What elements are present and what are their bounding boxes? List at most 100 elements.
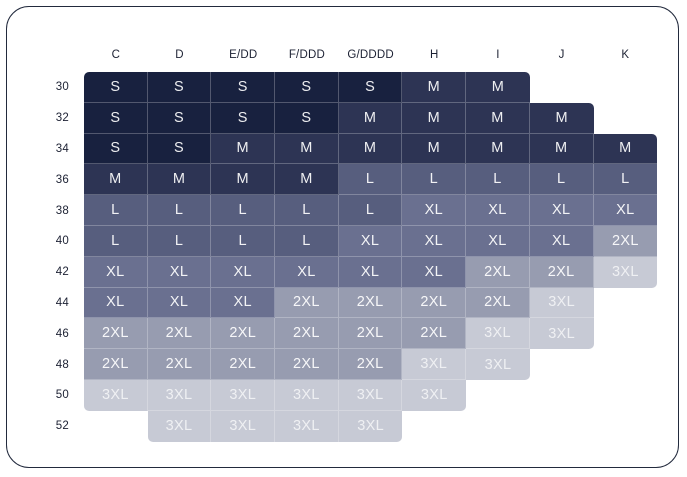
size-cell: L <box>466 164 530 196</box>
size-cell: XL <box>84 287 148 319</box>
size-cell: L <box>211 195 276 226</box>
size-cell: S <box>275 102 339 134</box>
size-chart-grid: C D E/DD F/DDD G/DDDD H I J K 30 S S S S S M M 32 S S S S M M M M… <box>37 37 658 442</box>
size-cell: L <box>593 164 658 196</box>
size-cell: 3XL <box>402 349 467 380</box>
size-cell: M <box>147 164 212 196</box>
size-cell: XL <box>84 256 148 288</box>
empty-cell <box>530 349 594 380</box>
size-cell: M <box>529 133 594 165</box>
size-cell: M <box>402 133 467 165</box>
size-cell: 2XL <box>529 256 594 288</box>
column-header-cup-size: H <box>430 48 439 61</box>
size-cell: M <box>593 133 658 165</box>
size-cell: 3XL <box>211 379 276 411</box>
size-cell: 2XL <box>275 287 339 319</box>
size-cell: 2XL <box>593 225 658 257</box>
size-cell: 3XL <box>338 379 403 411</box>
size-cell: 2XL <box>402 318 467 350</box>
row-header-band-size: 52 <box>55 420 69 433</box>
column-header-cup-size: E/DD <box>229 48 258 61</box>
size-cell: XL <box>466 195 530 226</box>
empty-cell <box>530 380 594 411</box>
column-header-cup-size: K <box>621 48 630 61</box>
size-cell: XL <box>211 256 276 288</box>
size-cell: S <box>147 72 212 103</box>
row-header-band-size: 32 <box>55 112 69 125</box>
size-cell: 3XL <box>529 318 594 350</box>
size-cell: S <box>84 133 148 165</box>
size-cell: 3XL <box>84 379 148 411</box>
size-cell: 3XL <box>402 379 467 411</box>
size-cell: M <box>402 72 467 103</box>
size-cell: M <box>275 164 339 196</box>
size-cell: 3XL <box>211 410 276 442</box>
size-cell: 3XL <box>593 256 658 288</box>
empty-cell <box>402 411 466 442</box>
size-cell: XL <box>338 225 403 257</box>
size-cell: XL <box>593 195 658 226</box>
size-cell: XL <box>275 256 339 288</box>
column-header-cup-size: D <box>175 48 184 61</box>
size-cell: L <box>275 195 339 226</box>
size-cell: 3XL <box>147 379 212 411</box>
column-header-cup-size: I <box>496 48 500 61</box>
empty-cell <box>594 349 658 380</box>
size-cell: 3XL <box>529 287 594 319</box>
size-cell: XL <box>147 256 212 288</box>
size-cell: 3XL <box>338 410 403 442</box>
column-header-cup-size: C <box>111 48 121 61</box>
size-cell: 2XL <box>211 349 276 380</box>
row-header-band-size: 40 <box>55 235 69 248</box>
empty-cell <box>530 72 594 103</box>
size-cell: 2XL <box>275 318 339 350</box>
size-cell: M <box>466 133 530 165</box>
size-cell: L <box>84 225 148 257</box>
size-cell: S <box>84 102 148 134</box>
size-cell: 2XL <box>147 318 212 350</box>
size-cell: M <box>211 133 276 165</box>
size-cell: L <box>147 225 212 257</box>
row-header-band-size: 30 <box>55 81 69 94</box>
size-cell: L <box>147 195 212 226</box>
size-cell: L <box>275 225 339 257</box>
size-cell: XL <box>529 195 594 226</box>
empty-cell <box>594 288 658 319</box>
size-cell: S <box>275 72 339 103</box>
size-cell: 3XL <box>466 349 530 380</box>
empty-cell <box>466 411 530 442</box>
empty-cell <box>594 72 658 103</box>
size-cell: L <box>338 164 403 196</box>
size-cell: M <box>338 133 403 165</box>
axis-corner-spacer <box>37 37 84 72</box>
size-cell: M <box>529 102 594 134</box>
column-header-cup-size: F/DDD <box>288 48 325 61</box>
row-header-band-size: 36 <box>55 173 69 186</box>
row-header-band-size: 50 <box>55 389 69 402</box>
size-cell: XL <box>338 256 403 288</box>
size-cell: 2XL <box>147 349 212 380</box>
row-header-band-size: 48 <box>55 358 69 371</box>
size-cell: 3XL <box>275 379 339 411</box>
size-cell: S <box>211 72 276 103</box>
size-cell: XL <box>402 256 467 288</box>
size-cell: L <box>338 195 403 226</box>
size-cell: L <box>84 195 148 226</box>
empty-cell <box>466 380 530 411</box>
size-cell: M <box>275 133 339 165</box>
size-cell: L <box>211 225 276 257</box>
size-cell: 2XL <box>466 287 530 319</box>
size-cell: M <box>402 102 467 134</box>
empty-cell <box>594 318 658 349</box>
size-cell: M <box>338 102 403 134</box>
size-cell: 2XL <box>211 318 276 350</box>
empty-cell <box>530 411 594 442</box>
size-cell: S <box>147 133 212 165</box>
empty-cell <box>594 411 658 442</box>
column-header-cup-size: G/DDDD <box>347 48 394 61</box>
size-cell: 3XL <box>275 410 339 442</box>
size-cell: L <box>402 164 467 196</box>
size-cell: S <box>211 102 276 134</box>
row-header-band-size: 44 <box>55 296 69 309</box>
